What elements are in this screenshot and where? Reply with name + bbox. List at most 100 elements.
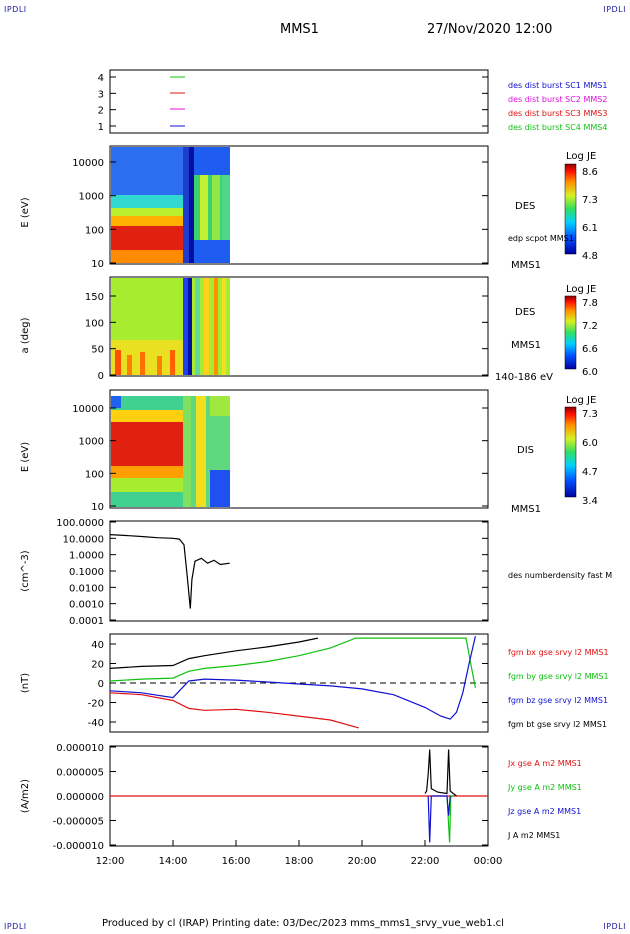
burst-ytick: 3 — [98, 89, 104, 100]
datetime-title: 27/Nov/2020 12:00 — [427, 22, 553, 37]
bfield-line — [109, 636, 476, 720]
bfield-line — [109, 637, 476, 689]
des-pitch-ytick: 150 — [85, 292, 104, 303]
panel-dis-energy-frame — [109, 389, 489, 509]
corner-mark-top-left: IPDLI — [4, 5, 27, 14]
des-pitch-ytick: 50 — [91, 345, 104, 356]
des-energy-sc-label: MMS1 — [511, 260, 541, 271]
des-pitch-ytick: 100 — [85, 318, 104, 329]
time-axis-tick: 20:00 — [348, 856, 377, 867]
density-line — [109, 534, 230, 609]
colorbar-des-pitch-title: Log JE — [566, 284, 596, 295]
colorbar-des-pitch-tick: 7.8 — [582, 298, 598, 309]
bfield-legend-entry: fgm bz gse srvy l2 MMS1 — [508, 696, 608, 705]
colorbar-des-energy-title: Log JE — [566, 151, 596, 162]
bfield-ytick: -40 — [88, 718, 104, 729]
spacecraft-title: MMS1 — [280, 22, 319, 37]
colorbar-des-energy-tick: 7.3 — [582, 195, 598, 206]
current-line — [446, 795, 454, 843]
bfield-ytick: -20 — [88, 699, 104, 710]
density-ytick: 0.0010 — [69, 600, 104, 611]
dis-energy-label: DIS — [517, 445, 534, 456]
colorbar-des-pitch — [564, 295, 577, 370]
colorbar-des-energy-tick: 4.8 — [582, 251, 598, 262]
current-line — [424, 749, 457, 797]
colorbar-dis-energy-tick: 4.7 — [582, 467, 598, 478]
colorbar-dis-energy-title: Log JE — [566, 395, 596, 406]
density-ytick: 10.0000 — [63, 534, 104, 545]
bfield-ytick: 20 — [91, 660, 104, 671]
dis-energy-ytick: 100 — [85, 469, 104, 480]
bfield-legend-entry: fgm bx gse srvy l2 MMS1 — [508, 648, 609, 657]
current-legend-entry: J A m2 MMS1 — [507, 831, 560, 840]
panel-burst-frame — [109, 69, 489, 134]
density-ytick: 0.1000 — [69, 567, 104, 578]
des-pitch-ylabel: a (deg) — [20, 317, 31, 353]
bfield-line — [109, 637, 319, 669]
des-pitch-ytick: 0 — [98, 371, 104, 382]
des-energy-scpot-label: edp scpot MMS1 — [508, 234, 574, 243]
colorbar-dis-energy-tick: 7.3 — [582, 409, 598, 420]
dis-energy-ylabel: E (eV) — [20, 442, 31, 472]
current-legend-entry: Jx gse A m2 MMS1 — [507, 759, 582, 768]
time-axis-tick: 22:00 — [411, 856, 440, 867]
time-axis-tick: 16:00 — [222, 856, 251, 867]
time-axis-tick: 18:00 — [285, 856, 314, 867]
burst-legend-entry: des dist burst SC3 MMS3 — [508, 109, 607, 118]
dis-energy-ytick: 10000 — [72, 404, 104, 415]
current-ytick: 0.000000 — [56, 792, 104, 803]
colorbar-des-pitch-tick: 6.0 — [582, 367, 598, 378]
colorbar-dis-energy-tick: 6.0 — [582, 438, 598, 449]
des-energy-ytick: 100 — [85, 225, 104, 236]
time-axis-tick: 14:00 — [159, 856, 188, 867]
current-ytick: 0.000010 — [56, 743, 104, 754]
des-pitch-sc-label: MMS1 — [511, 340, 541, 351]
des-energy-ytick: 1000 — [79, 192, 104, 203]
density-ytick: 100.0000 — [56, 518, 104, 529]
colorbar-dis-energy — [564, 406, 577, 498]
density-ylabel: (cm^-3) — [20, 550, 31, 591]
des-pitch-label: DES — [515, 307, 535, 318]
des-energy-ytick: 10000 — [72, 158, 104, 169]
panel-des-energy-frame — [109, 145, 489, 265]
colorbar-des-pitch-tick: 7.2 — [582, 321, 598, 332]
burst-marks — [170, 76, 185, 127]
corner-mark-top-right: IPDLI — [603, 5, 626, 14]
current-ytick: 0.000005 — [56, 768, 104, 779]
panel-des-pitch-frame — [109, 276, 489, 377]
panel-density-frame — [109, 520, 489, 622]
dynamic-chart-layer: 4 3 2 1 des dist burst SC1 MMS1 des dist burs… — [20, 73, 612, 867]
des-pitch-energy-range: 140-186 eV — [495, 372, 553, 383]
des-energy-label: DES — [515, 201, 535, 212]
burst-ytick: 4 — [98, 73, 104, 84]
density-ytick: 0.0001 — [69, 616, 104, 627]
colorbar-des-energy — [564, 163, 577, 255]
burst-ytick: 2 — [98, 106, 104, 117]
bfield-legend-entry: fgm by gse srvy l2 MMS1 — [508, 672, 609, 681]
bfield-ytick: 0 — [98, 679, 104, 690]
des-energy-ytick: 10 — [91, 259, 104, 270]
des-pitch-spectrogram — [111, 278, 230, 375]
dis-energy-spectrogram — [111, 396, 230, 507]
dis-energy-ytick: 1000 — [79, 437, 104, 448]
density-series-label: des numberdensity fast M — [508, 571, 612, 580]
time-axis-tick: 00:00 — [474, 856, 503, 867]
bfield-line — [109, 692, 359, 729]
current-ytick: -0.000010 — [53, 841, 104, 852]
bfield-ytick: 40 — [91, 640, 104, 651]
current-line — [427, 795, 451, 843]
current-legend-entry: Jz gse A m2 MMS1 — [507, 807, 581, 816]
dis-energy-ytick: 10 — [91, 502, 104, 513]
des-energy-spectrogram — [111, 147, 230, 263]
burst-legend-entry: des dist burst SC2 MMS2 — [508, 95, 607, 104]
bfield-ylabel: (nT) — [20, 673, 31, 693]
burst-legend-entry: des dist burst SC1 MMS1 — [508, 81, 607, 90]
current-ylabel: (A/m2) — [20, 779, 31, 813]
density-ytick: 1.0000 — [69, 551, 104, 562]
corner-mark-bottom-left: IPDLI — [4, 922, 27, 931]
colorbar-des-energy-tick: 8.6 — [582, 167, 598, 178]
burst-legend-entry: des dist burst SC4 MMS4 — [508, 123, 607, 132]
footer-text: Produced by cl (IRAP) Printing date: 03/… — [102, 918, 504, 929]
colorbar-dis-energy-tick: 3.4 — [582, 496, 598, 507]
